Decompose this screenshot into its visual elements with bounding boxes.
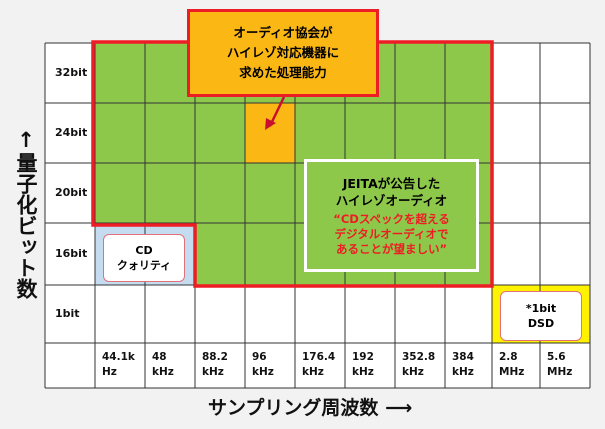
frequency-unit: kHz <box>452 366 474 378</box>
frequency-value: 5.6 <box>547 351 566 363</box>
grid-cell <box>145 163 195 223</box>
grid-cell <box>395 103 445 163</box>
grid-cell <box>245 163 295 223</box>
row-label-24bit: 24bit <box>55 126 88 139</box>
column-label: 96 kHz <box>252 350 274 380</box>
frequency-value: 88.2 <box>202 351 228 363</box>
frequency-value: 384 <box>452 351 474 363</box>
frequency-unit: kHz <box>352 366 374 378</box>
grid-cell <box>445 43 492 103</box>
column-label: 5.6 MHz <box>547 350 572 380</box>
frequency-value: 192 <box>352 351 374 363</box>
grid-cell <box>395 43 445 103</box>
x-axis-label: サンプリング周波数 ⟶ <box>208 397 413 419</box>
frequency-value: 48 <box>152 351 167 363</box>
row-label-20bit: 20bit <box>55 186 88 199</box>
frequency-unit: MHz <box>547 366 573 378</box>
audio-association-callout: オーディオ協会が ハイレゾ対応機器に 求めた処理能力 <box>187 9 379 97</box>
column-label: 88.2 kHz <box>202 350 228 380</box>
row-label-1bit: 1bit <box>55 307 80 320</box>
x-axis-arrow: ⟶ <box>385 397 413 419</box>
grid-cell <box>245 103 295 163</box>
grid-cell <box>95 103 145 163</box>
column-label: 176.4 kHz <box>302 350 335 380</box>
grid-cell <box>295 103 345 163</box>
row-label-16bit: 16bit <box>55 247 88 260</box>
grid-cell <box>345 103 395 163</box>
grid-cell <box>195 163 245 223</box>
column-label: 2.8 MHz <box>499 350 524 380</box>
y-axis-arrow: ↑ <box>17 128 35 152</box>
callout-arrow <box>268 96 286 127</box>
column-label: 192 kHz <box>352 350 374 380</box>
row-label-32bit: 32bit <box>55 66 88 79</box>
frequency-unit: MHz <box>499 366 525 378</box>
grid-cell <box>95 43 145 103</box>
grid-cell <box>145 43 195 103</box>
frequency-unit: kHz <box>252 366 274 378</box>
jeita-definition-box: JEITAが公告した ハイレゾオーディオ “CDスペックを超える デジタルオーデ… <box>304 159 479 272</box>
cd-quality-label: CD クォリティ <box>103 234 185 282</box>
callout-arrowhead <box>265 118 276 130</box>
column-label: 384 kHz <box>452 350 474 380</box>
frequency-value: 44.1k <box>102 351 135 363</box>
grid-cell <box>245 223 295 285</box>
frequency-value: 176.4 <box>302 351 336 363</box>
grid-cell <box>195 103 245 163</box>
y-axis-label: ↑ 量子化ビット数 <box>14 128 38 299</box>
frequency-unit: kHz <box>202 366 224 378</box>
frequency-value: 96 <box>252 351 267 363</box>
grid-cell <box>95 163 145 223</box>
frequency-value: 2.8 <box>499 351 518 363</box>
grid-cell <box>145 103 195 163</box>
dsd-label: *1bit DSD <box>500 291 582 341</box>
column-label: 48 kHz <box>152 350 174 380</box>
frequency-value: 352.8 <box>402 351 436 363</box>
frequency-unit: Hz <box>102 366 117 378</box>
column-label: 352.8 kHz <box>402 350 435 380</box>
frequency-unit: kHz <box>402 366 424 378</box>
grid-cell <box>445 103 492 163</box>
hires-region-outline <box>91 40 494 288</box>
frequency-unit: kHz <box>152 366 174 378</box>
frequency-unit: kHz <box>302 366 324 378</box>
column-label: 44.1k Hz <box>102 350 135 380</box>
grid-cell <box>195 223 245 285</box>
